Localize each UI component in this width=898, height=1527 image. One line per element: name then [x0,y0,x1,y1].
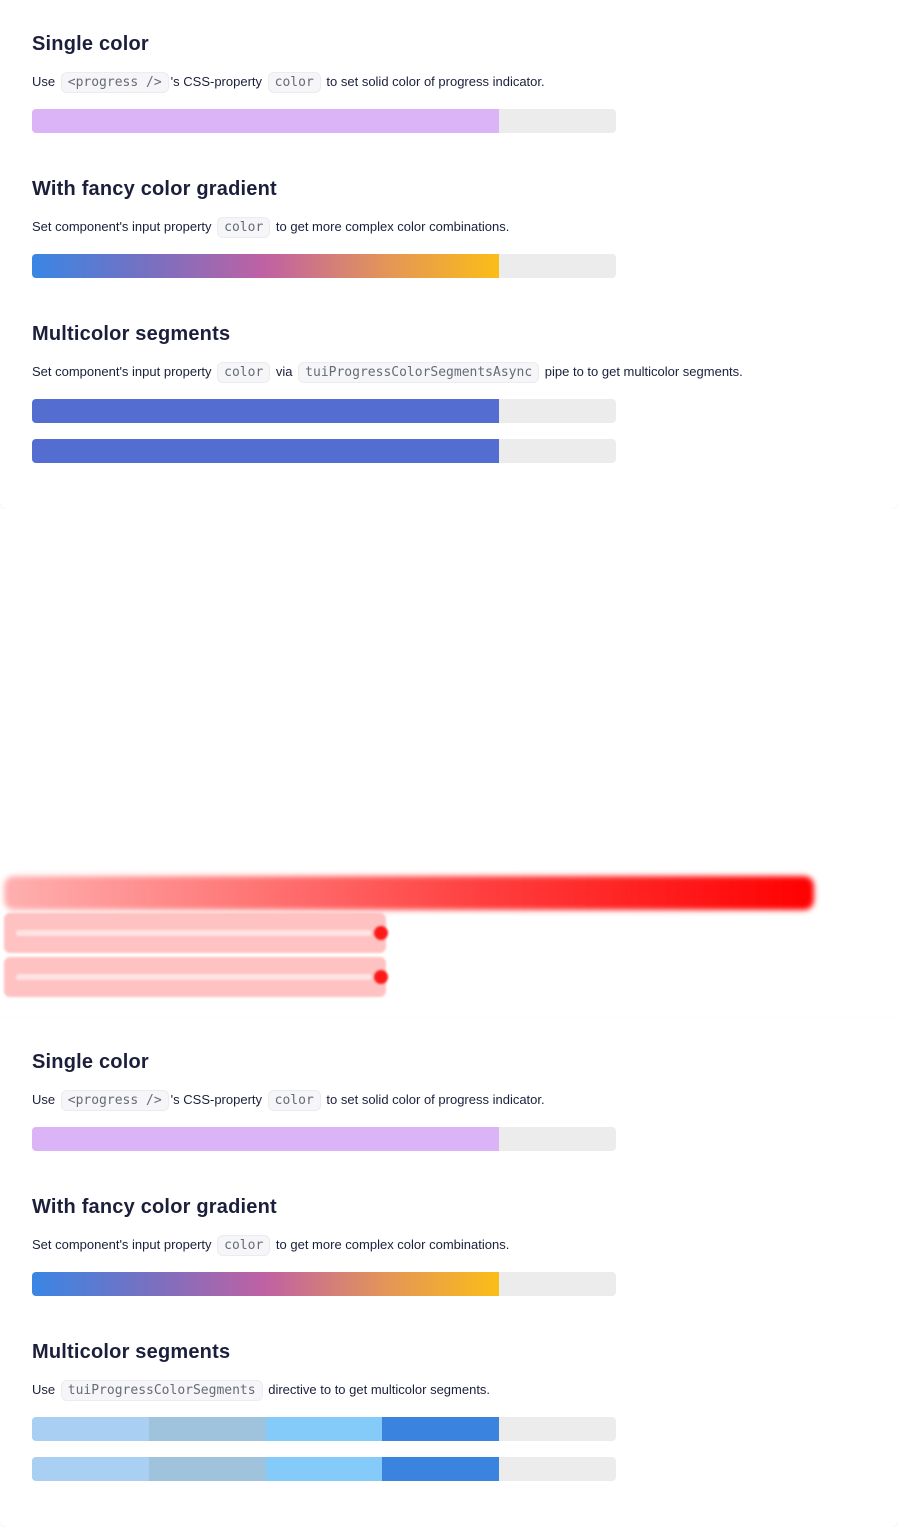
section-title: With fancy color gradient [32,1196,277,1218]
code-snippet: tuiProgressColorSegments [60,1380,263,1401]
progress-segment [148,1417,266,1441]
desc-text: Use [32,74,56,89]
section-title: Single color [32,1051,149,1073]
progress-bar [32,1417,616,1441]
section-description: Set component's input property color to … [32,1232,872,1258]
code-snippet: color [217,217,271,238]
gradient-section: With fancy color gradient Set component'… [32,176,872,278]
section-title: Single color [32,33,149,55]
progress-bar [32,254,616,278]
section-title: Multicolor segments [32,1341,231,1363]
single-color-section: Single color Use <progress />'s CSS-prop… [32,31,872,133]
multicolor-section: Multicolor segments Set component's inpu… [32,321,872,463]
progress-segment [32,1417,149,1441]
progress-segment [382,1417,500,1441]
multicolor-section: Multicolor segments Use tuiProgressColor… [32,1339,872,1481]
section-description: Set component's input property color to … [32,214,872,240]
section-title: With fancy color gradient [32,178,277,200]
redaction-overlay [4,876,814,910]
desc-text: Set component's input property [32,1237,212,1252]
desc-text: to get more complex color combinations. [275,219,510,234]
redaction-dot [374,926,388,940]
section-description: Use <progress />'s CSS-property color to… [32,69,872,95]
redaction-bar [4,913,388,953]
gradient-section: With fancy color gradient Set component'… [32,1194,872,1296]
desc-text: 's CSS-property [170,1092,263,1107]
redaction-line [16,974,372,980]
code-snippet: color [267,72,321,93]
progress-segment [265,1417,383,1441]
redaction-dot [374,970,388,984]
desc-text: to get more complex color combinations. [275,1237,510,1252]
progress-bar [32,109,616,133]
desc-text: directive to to get multicolor segments. [268,1382,491,1397]
progress-fill [32,399,500,423]
section-description: Use tuiProgressColorSegments directive t… [32,1377,872,1403]
desc-text: Set component's input property [32,364,212,379]
progress-fill [32,1272,500,1296]
section-title: Multicolor segments [32,323,231,345]
code-snippet: tuiProgressColorSegmentsAsync [298,362,540,383]
progress-bar [32,1457,616,1481]
desc-text: to set solid color of progress indicator… [326,1092,545,1107]
desc-text: via [275,364,293,379]
progress-bar [32,399,616,423]
redaction-line [16,930,372,936]
progress-bar [32,1272,616,1296]
progress-fill [32,1127,500,1151]
progress-segment [265,1457,383,1481]
section-description: Use <progress />'s CSS-property color to… [32,1087,872,1113]
code-snippet: <progress /> [60,72,169,93]
desc-text: 's CSS-property [170,74,263,89]
progress-segment [148,1457,266,1481]
progress-fill [32,109,500,133]
progress-bar [32,1127,616,1151]
progress-fill [32,254,500,278]
desc-text: Use [32,1382,56,1397]
progress-segment [32,1457,149,1481]
code-snippet: color [217,362,271,383]
desc-text: Set component's input property [32,219,212,234]
code-snippet: <progress /> [60,1090,169,1111]
code-snippet: color [217,1235,271,1256]
demo-card-bottom: Single color Use <progress />'s CSS-prop… [0,1018,898,1527]
desc-text: Use [32,1092,56,1107]
desc-text: to set solid color of progress indicator… [326,74,545,89]
progress-fill [32,439,500,463]
progress-segment [382,1457,500,1481]
demo-card-top: Single color Use <progress />'s CSS-prop… [0,0,898,509]
redaction-bar [4,957,388,997]
section-description: Set component's input property color via… [32,359,872,385]
progress-bar [32,439,616,463]
code-snippet: color [267,1090,321,1111]
single-color-section: Single color Use <progress />'s CSS-prop… [32,1049,872,1151]
desc-text: pipe to to get multicolor segments. [544,364,743,379]
